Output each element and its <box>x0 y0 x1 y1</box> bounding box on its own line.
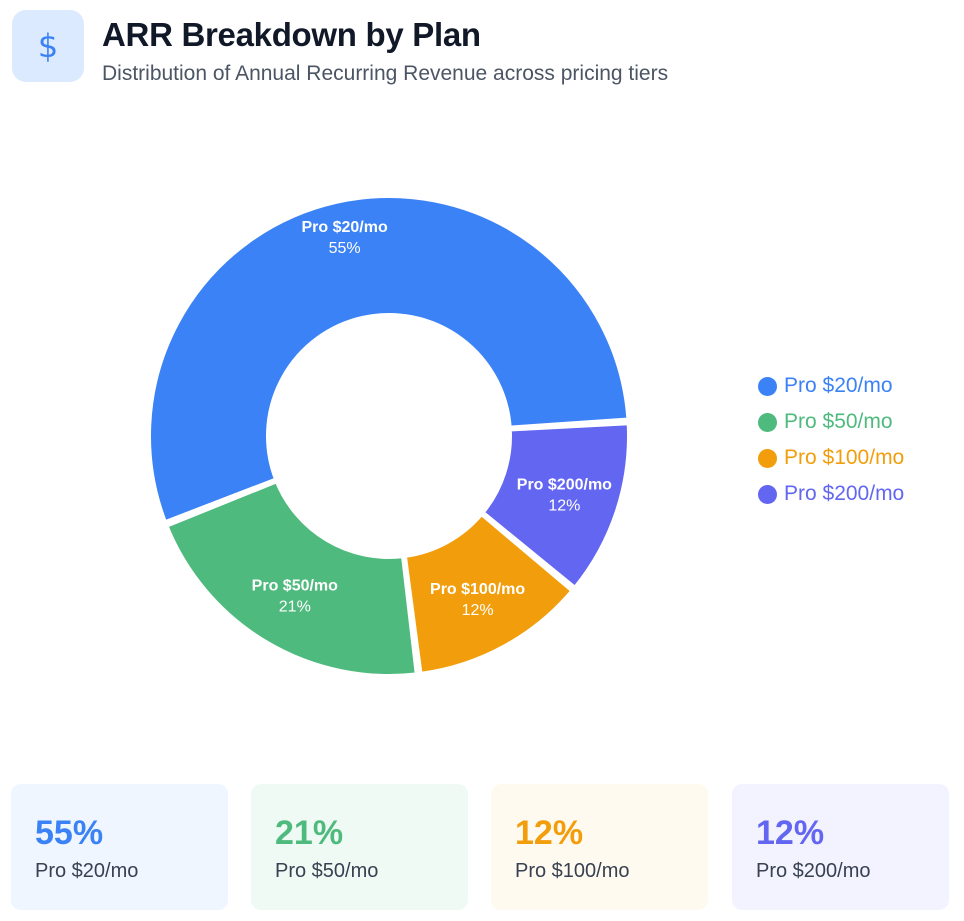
donut-slice-2[interactable] <box>163 478 420 678</box>
legend-item[interactable]: Pro $50/mo <box>758 404 904 440</box>
slice-label-2: Pro $50/mo 21% <box>252 578 338 616</box>
legend-item[interactable]: Pro $200/mo <box>758 476 904 512</box>
slice-label-value: 55% <box>329 240 361 257</box>
summary-card: 12% Pro $200/mo <box>732 784 949 910</box>
slice-label-name: Pro $200/mo <box>517 476 612 493</box>
card-value: 12% <box>756 814 825 852</box>
donut-slice-1[interactable] <box>147 194 631 525</box>
card-label: Pro $200/mo <box>756 860 871 882</box>
donut-slice-3[interactable] <box>402 511 576 677</box>
legend-item[interactable]: Pro $100/mo <box>758 440 904 476</box>
slice-label-value: 12% <box>548 497 580 514</box>
card-value: 55% <box>35 814 104 852</box>
slice-label-name: Pro $100/mo <box>430 581 525 598</box>
slice-label-name: Pro $50/mo <box>252 578 338 595</box>
donut-slice-4[interactable] <box>479 421 631 591</box>
legend-swatch <box>758 484 777 504</box>
legend-label: Pro $200/mo <box>784 482 905 505</box>
summary-card: 12% Pro $100/mo <box>491 784 708 910</box>
legend-label: Pro $20/mo <box>784 374 893 397</box>
slice-label-3: Pro $100/mo 12% <box>430 581 525 619</box>
card-value: 21% <box>275 814 344 852</box>
chart-subtitle: Distribution of Annual Recurring Revenue… <box>102 62 669 85</box>
chart-title: ARR Breakdown by Plan <box>102 16 481 53</box>
legend-label: Pro $50/mo <box>784 410 893 433</box>
slice-label-value: 21% <box>279 599 311 616</box>
legend-swatch <box>758 412 777 432</box>
legend-label: Pro $100/mo <box>784 446 905 469</box>
donut-chart: Pro $20/mo 55% Pro $50/mo 21% Pro $100/mo 12%… <box>147 194 631 678</box>
card-label: Pro $100/mo <box>515 860 630 882</box>
slice-label-value: 12% <box>462 602 494 619</box>
slice-label-name: Pro $20/mo <box>301 219 387 236</box>
slice-label-4: Pro $200/mo 12% <box>517 476 612 514</box>
card-label: Pro $50/mo <box>275 860 379 882</box>
card-value: 12% <box>515 814 584 852</box>
summary-card: 21% Pro $50/mo <box>251 784 468 910</box>
dollar-icon: $ <box>12 10 84 82</box>
summary-card: 55% Pro $20/mo <box>11 784 228 910</box>
slice-label-1: Pro $20/mo 55% <box>301 219 387 257</box>
legend-item[interactable]: Pro $20/mo <box>758 368 904 404</box>
chart-legend: Pro $20/mo Pro $50/mo Pro $100/mo Pro $200/… <box>758 368 904 512</box>
chart-header: $ ARR Breakdown by Plan Distribution of … <box>12 10 952 86</box>
card-label: Pro $20/mo <box>35 860 139 882</box>
legend-swatch <box>758 448 777 468</box>
legend-swatch <box>758 376 777 396</box>
